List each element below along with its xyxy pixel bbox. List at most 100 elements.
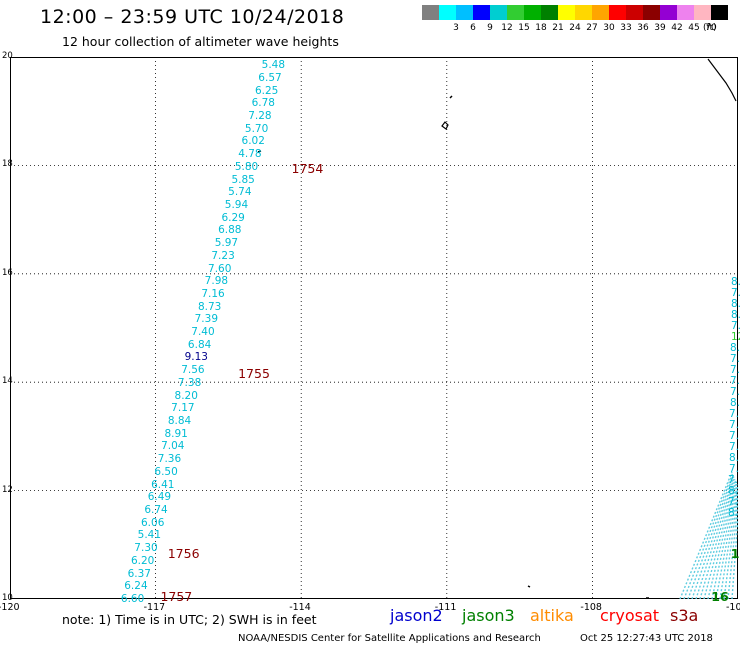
wave-height-value: 7. [729,430,740,442]
wave-height-value: 5.74 [228,186,252,199]
track-east-swath [679,471,733,599]
wave-height-value: 7.28 [248,109,272,122]
map-subtitle: 12 hour collection of altimeter wave hei… [62,34,339,49]
track-east-swath [699,479,736,599]
wave-height-value: 7.39 [194,313,219,326]
wave-height-value: 7.04 [161,440,185,453]
legend-label: 39 [654,23,666,33]
pass-time-label: 16 [711,589,729,605]
legend-swatch [626,5,643,20]
wave-height-value: 8. [731,309,740,321]
legend-swatch [711,5,728,20]
plot-frame [10,57,738,599]
lon-tick-label: -105 [726,602,740,613]
wave-height-value: 8.1 [730,397,740,409]
wave-height-value: 8.20 [174,389,198,402]
island-outline [527,585,531,588]
wave-height-value: 6.60 [120,593,145,605]
wave-height-value: 5.94 [224,198,249,211]
legend-label: 42 [671,23,683,33]
legend-swatch [677,5,694,20]
wave-height-value: 7. [729,463,740,475]
satellite-cryosat: cryosat [600,606,660,625]
lon-tick-label: -117 [143,602,166,613]
pass-time-label: 1757 [160,589,193,605]
wave-height-value: 7.56 [181,364,205,377]
wave-height-value: 8.84 [167,415,192,428]
wave-height-value: 6.06 [141,516,165,529]
legend-label: 36 [637,23,649,33]
legend-swatch [490,5,507,20]
legend-swatch [439,5,456,20]
wave-height-value: 5.48 [261,59,286,72]
legend-swatch [541,5,558,20]
legend-swatch [507,5,524,20]
satellite-s3a: s3a [670,606,699,625]
wave-height-value: 6.41 [151,478,175,491]
source-credit: NOAA/NESDIS Center for Satellite Applica… [238,633,541,644]
lon-tick-label: -120 [0,602,20,613]
coastline [707,58,737,102]
wave-height-value: 7.60 [208,262,232,275]
legend-label: 70 [705,23,717,33]
wave-height-value: 6.20 [130,554,155,567]
wave-height-value: 7.38 [177,376,202,389]
wave-height-value: 7. [730,353,740,365]
wave-height-value: 7. [729,441,740,453]
wave-height-value: 5.97 [214,237,239,250]
legend-label: 18 [535,23,547,33]
satellite-jason2: jason2 [390,606,443,625]
wave-height-value: 6.02 [241,135,265,148]
legend-swatch [694,5,711,20]
wave-height-value: 7.40 [191,326,215,339]
wave-height-value: 8. [728,507,739,519]
track-east-swath [683,473,734,599]
track-east-swath [703,480,737,599]
pass-time-label: 1755 [238,365,270,381]
wave-height-value: 7. [729,408,740,420]
lat-tick-label: 14 [2,376,13,387]
legend-swatch [575,5,592,20]
legend-label: 45 [688,23,700,33]
wave-height-value: 8. [730,342,740,354]
wave-height-value: 6.25 [254,84,279,97]
pass-time-label: 1754 [291,161,324,177]
track-east-swath [731,506,738,599]
wave-height-value: 6.50 [154,465,178,478]
wave-height-value: 5.80 [234,160,259,173]
legend-label: 6 [470,23,476,33]
wave-height-value: 6.84 [187,338,212,351]
wave-height-value: 6.29 [221,211,245,224]
legend-label: 27 [586,23,598,33]
wave-height-value: 8.91 [164,427,188,440]
track-east-swath [691,476,735,599]
lat-tick-label: 16 [2,267,13,278]
wave-height-value: 7.16 [201,287,225,300]
lon-tick-label: -111 [434,602,457,613]
legend-label: 24 [569,23,581,33]
wave-height-value: 6.49 [147,491,172,504]
wave-height-value: 7. [730,375,740,387]
wave-height-value: 8. [731,298,740,310]
wave-height-value: 7.23 [211,249,235,262]
legend-label: 12 [501,23,513,33]
legend-label: 33 [620,23,632,33]
lat-tick-label: 18 [2,159,13,170]
pass-time-label: 16 [730,545,740,561]
wave-height-value: 7.98 [204,275,229,288]
legend-swatch [660,5,677,20]
wave-height-value: 12. [731,331,740,343]
lon-tick-label: -114 [289,602,311,613]
track-east-swath [719,486,738,599]
legend-label: 15 [518,23,530,33]
track-east-swath [715,485,738,599]
wave-height-value: 7. [730,386,740,398]
lat-tick-label: 20 [2,51,13,61]
wave-height-value: 6.24 [124,580,148,593]
wave-height-value: 8. [728,485,739,497]
lat-tick-label: 12 [2,484,13,495]
wave-height-value: 5.41 [137,529,162,542]
island-outline [257,150,262,153]
legend-swatch [524,5,541,20]
